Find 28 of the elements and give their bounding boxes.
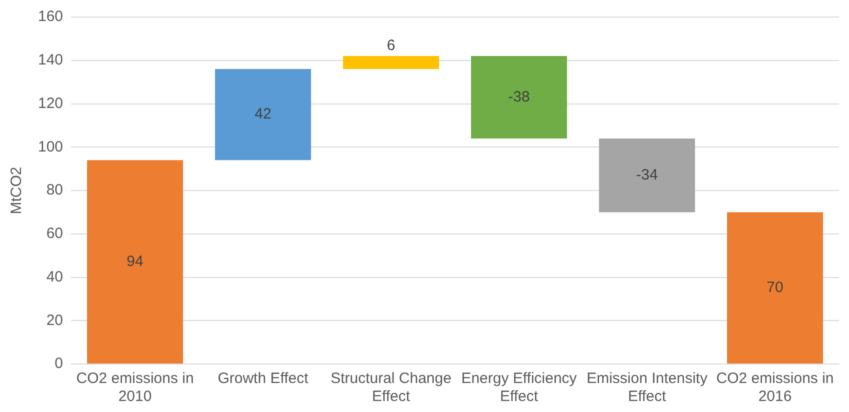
y-tick-label: 100 [38,138,64,156]
y-tick-label: 80 [46,182,64,199]
x-tick-label: Energy Efficiency Effect [461,370,578,406]
data-label: 6 [386,37,396,54]
bar [727,212,823,364]
x-tick-label: Emission Intensity Effect [586,370,708,406]
y-tick-label: 60 [46,225,64,242]
bar [599,138,696,212]
data-label: -38 [508,88,530,106]
bar [87,160,184,364]
x-tick-label: Growth Effect [218,370,310,388]
data-label: 70 [766,278,784,296]
data-label: 94 [126,252,144,270]
data-label: 42 [254,106,272,123]
y-tick-label: 120 [38,94,64,112]
x-tick-label: CO2 emissions in 2010 [76,370,194,406]
y-tick-label: 0 [54,355,64,372]
bar [215,69,312,160]
y-tick-label: 20 [46,312,64,329]
x-tick-label: Structural Change Effect [330,370,452,406]
x-tick-label: CO2 emissions in 2016 [716,370,834,406]
bar [343,56,440,70]
data-label: -34 [636,166,658,184]
y-tick-label: 160 [38,8,64,26]
y-tick-label: 40 [46,268,64,286]
bar [471,56,568,138]
y-axis-title: MtCO2 [8,166,26,214]
y-tick-label: 140 [38,52,64,69]
